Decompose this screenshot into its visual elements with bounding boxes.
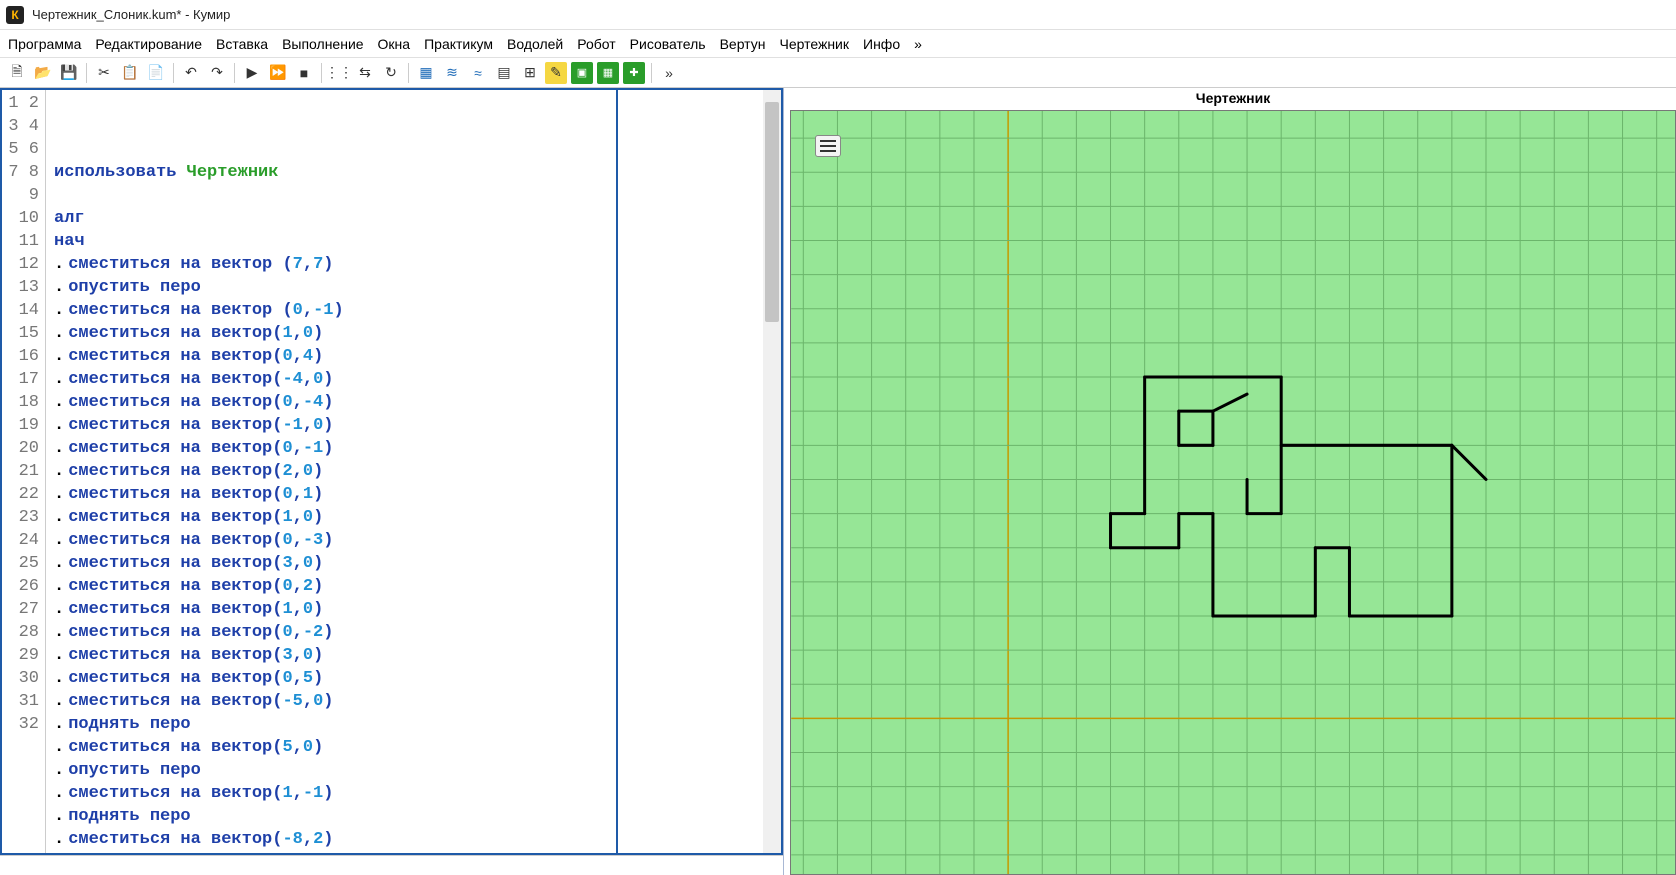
code-line[interactable]: .сместиться на вектор(0,1) [54, 483, 755, 506]
menu-item[interactable]: Чертежник [779, 36, 849, 52]
window-title: Чертежник_Слоник.kum* - Кумир [32, 7, 230, 22]
code-line[interactable]: .сместиться на вектор (0,-1) [54, 299, 755, 322]
vertical-scrollbar[interactable] [763, 90, 781, 853]
toolbar-separator [86, 63, 87, 83]
code-line[interactable]: .сместиться на вектор(3,0) [54, 552, 755, 575]
cut-icon[interactable]: ✂ [93, 62, 115, 84]
menu-item[interactable]: » [914, 36, 922, 52]
code-line[interactable]: .сместиться на вектор (7,7) [54, 253, 755, 276]
code-line[interactable]: .сместиться на вектор(-1,0) [54, 414, 755, 437]
menu-bar: Программа Редактирование Вставка Выполнение… [0, 30, 1676, 58]
tool-d-icon[interactable]: ▦ [415, 62, 437, 84]
tool-i-icon[interactable]: ✎ [545, 62, 567, 84]
code-line[interactable]: использовать Чертежник [54, 161, 755, 184]
column-divider[interactable] [616, 90, 618, 853]
line-gutter: 1 2 3 4 5 6 7 8 9 10 11 12 13 14 15 16 1… [2, 90, 46, 853]
code-line[interactable]: нач [54, 230, 755, 253]
redo-icon[interactable]: ↷ [206, 62, 228, 84]
code-line[interactable]: .сместиться на вектор(0,-2) [54, 621, 755, 644]
undo-icon[interactable]: ↶ [180, 62, 202, 84]
run-step-icon[interactable]: ⏩ [267, 62, 289, 84]
code-line[interactable] [54, 184, 755, 207]
code-line[interactable]: .сместиться на вектор(-4,0) [54, 368, 755, 391]
tool-j-icon[interactable]: ▣ [571, 62, 593, 84]
code-line[interactable]: .опустить перо [54, 851, 755, 855]
app-icon: К [6, 6, 24, 24]
code-line[interactable]: .сместиться на вектор(1,0) [54, 506, 755, 529]
tool-e-icon[interactable]: ≋ [441, 62, 463, 84]
code-line[interactable]: .сместиться на вектор(0,-3) [54, 529, 755, 552]
editor-pane: 1 2 3 4 5 6 7 8 9 10 11 12 13 14 15 16 1… [0, 88, 784, 875]
run-icon[interactable]: ▶ [241, 62, 263, 84]
tool-l-icon[interactable]: ✚ [623, 62, 645, 84]
code-line[interactable]: .поднять перо [54, 713, 755, 736]
scrollbar-thumb[interactable] [765, 102, 779, 322]
code-line[interactable]: .сместиться на вектор(0,2) [54, 575, 755, 598]
paste-icon[interactable]: 📄 [145, 62, 167, 84]
tool-h-icon[interactable]: ⊞ [519, 62, 541, 84]
drawing-pane: Чертежник [790, 88, 1676, 875]
save-file-icon[interactable]: 💾 [58, 62, 80, 84]
menu-item[interactable]: Водолей [507, 36, 563, 52]
menu-item[interactable]: Вставка [216, 36, 268, 52]
code-line[interactable]: .сместиться на вектор(0,4) [54, 345, 755, 368]
code-line[interactable]: .сместиться на вектор(2,0) [54, 460, 755, 483]
code-line[interactable]: .сместиться на вектор(-5,0) [54, 690, 755, 713]
tool-k-icon[interactable]: ▦ [597, 62, 619, 84]
code-line[interactable]: .поднять перо [54, 805, 755, 828]
code-editor[interactable]: 1 2 3 4 5 6 7 8 9 10 11 12 13 14 15 16 1… [0, 88, 783, 855]
code-line[interactable]: .сместиться на вектор(3,0) [54, 644, 755, 667]
menu-item[interactable]: Вертун [720, 36, 766, 52]
tool-g-icon[interactable]: ▤ [493, 62, 515, 84]
code-line[interactable]: .сместиться на вектор(1,0) [54, 322, 755, 345]
copy-icon[interactable]: 📋 [119, 62, 141, 84]
menu-item[interactable]: Практикум [424, 36, 493, 52]
code-area[interactable]: использовать Чертежник алгнач.сместиться… [46, 90, 763, 853]
status-bar [0, 855, 783, 875]
code-line[interactable]: .сместиться на вектор(1,0) [54, 598, 755, 621]
title-bar: К Чертежник_Слоник.kum* - Кумир [0, 0, 1676, 30]
tool-c-icon[interactable]: ↻ [380, 62, 402, 84]
menu-item[interactable]: Выполнение [282, 36, 363, 52]
menu-item[interactable]: Окна [378, 36, 411, 52]
canvas-svg [791, 111, 1675, 874]
toolbar-separator [408, 63, 409, 83]
canvas-menu-icon[interactable] [815, 135, 841, 157]
code-line[interactable]: .сместиться на вектор(0,-1) [54, 437, 755, 460]
toolbar-more-icon[interactable]: » [658, 62, 680, 84]
code-line[interactable]: .опустить перо [54, 759, 755, 782]
code-line[interactable]: .сместиться на вектор(0,-4) [54, 391, 755, 414]
code-line[interactable]: .сместиться на вектор(0,5) [54, 667, 755, 690]
toolbar-separator [651, 63, 652, 83]
tool-a-icon[interactable]: ⋮⋮ [328, 62, 350, 84]
open-file-icon[interactable]: 📂 [32, 62, 54, 84]
menu-item[interactable]: Программа [8, 36, 81, 52]
toolbar: 🗎📂💾✂📋📄↶↷▶⏩■⋮⋮⇆↻▦≋≈▤⊞✎▣▦✚» [0, 58, 1676, 88]
drawing-canvas[interactable] [790, 110, 1676, 875]
tool-b-icon[interactable]: ⇆ [354, 62, 376, 84]
toolbar-separator [234, 63, 235, 83]
toolbar-separator [173, 63, 174, 83]
code-line[interactable]: алг [54, 207, 755, 230]
code-line[interactable]: .опустить перо [54, 276, 755, 299]
stop-icon[interactable]: ■ [293, 62, 315, 84]
toolbar-separator [321, 63, 322, 83]
code-line[interactable]: .сместиться на вектор(5,0) [54, 736, 755, 759]
menu-item[interactable]: Редактирование [95, 36, 202, 52]
canvas-title: Чертежник [790, 88, 1676, 110]
new-file-icon[interactable]: 🗎 [6, 62, 28, 84]
menu-item[interactable]: Инфо [863, 36, 900, 52]
menu-item[interactable]: Рисователь [630, 36, 706, 52]
tool-f-icon[interactable]: ≈ [467, 62, 489, 84]
main-area: 1 2 3 4 5 6 7 8 9 10 11 12 13 14 15 16 1… [0, 88, 1676, 875]
code-line[interactable]: .сместиться на вектор(-8,2) [54, 828, 755, 851]
menu-item[interactable]: Робот [577, 36, 615, 52]
code-line[interactable]: .сместиться на вектор(1,-1) [54, 782, 755, 805]
